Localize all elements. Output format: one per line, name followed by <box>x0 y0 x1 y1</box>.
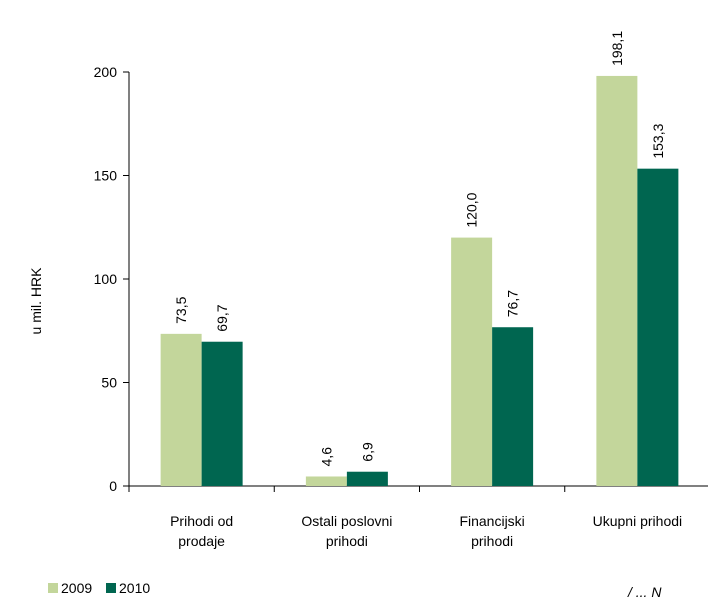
data-label-2009: 73,5 <box>173 296 189 323</box>
data-label-2010: 153,3 <box>650 123 666 158</box>
footer-note: / ... N <box>628 584 662 600</box>
category-label: prihodi <box>326 533 368 549</box>
data-label-2009: 4,6 <box>318 447 334 467</box>
data-label-2010: 69,7 <box>214 304 230 331</box>
bar-2010 <box>346 471 388 486</box>
category-label: Prihodi od <box>170 513 233 529</box>
bar-2009 <box>160 333 202 486</box>
bar-2009 <box>596 75 638 487</box>
y-tick-label: 0 <box>109 478 117 494</box>
y-tick-label: 50 <box>101 375 117 391</box>
data-label-2010: 6,9 <box>359 442 375 462</box>
legend-swatch-2009 <box>48 583 58 593</box>
data-label-2009: 120,0 <box>464 192 480 227</box>
category-label: Financijski <box>459 513 524 529</box>
y-tick-label: 200 <box>94 64 118 80</box>
y-tick-label: 150 <box>94 168 118 184</box>
bar-2009 <box>451 237 493 486</box>
y-tick-label: 100 <box>94 271 118 287</box>
legend-label-2009: 2009 <box>61 580 92 596</box>
bar-2010 <box>492 327 534 486</box>
bar-2009 <box>305 476 347 486</box>
legend-swatch-2010 <box>106 583 116 593</box>
data-label-2010: 76,7 <box>505 290 521 317</box>
category-label: Ukupni prihodi <box>593 513 683 529</box>
category-label: prihodi <box>471 533 513 549</box>
category-label: Ostali poslovni <box>301 513 392 529</box>
y-axis-label: u mil. HRK <box>28 267 44 335</box>
data-label-2009: 198,1 <box>609 31 625 66</box>
bar-2010 <box>201 341 243 486</box>
legend-label-2010: 2010 <box>119 580 150 596</box>
bar-2010 <box>637 168 679 486</box>
category-label: prodaje <box>178 533 225 549</box>
